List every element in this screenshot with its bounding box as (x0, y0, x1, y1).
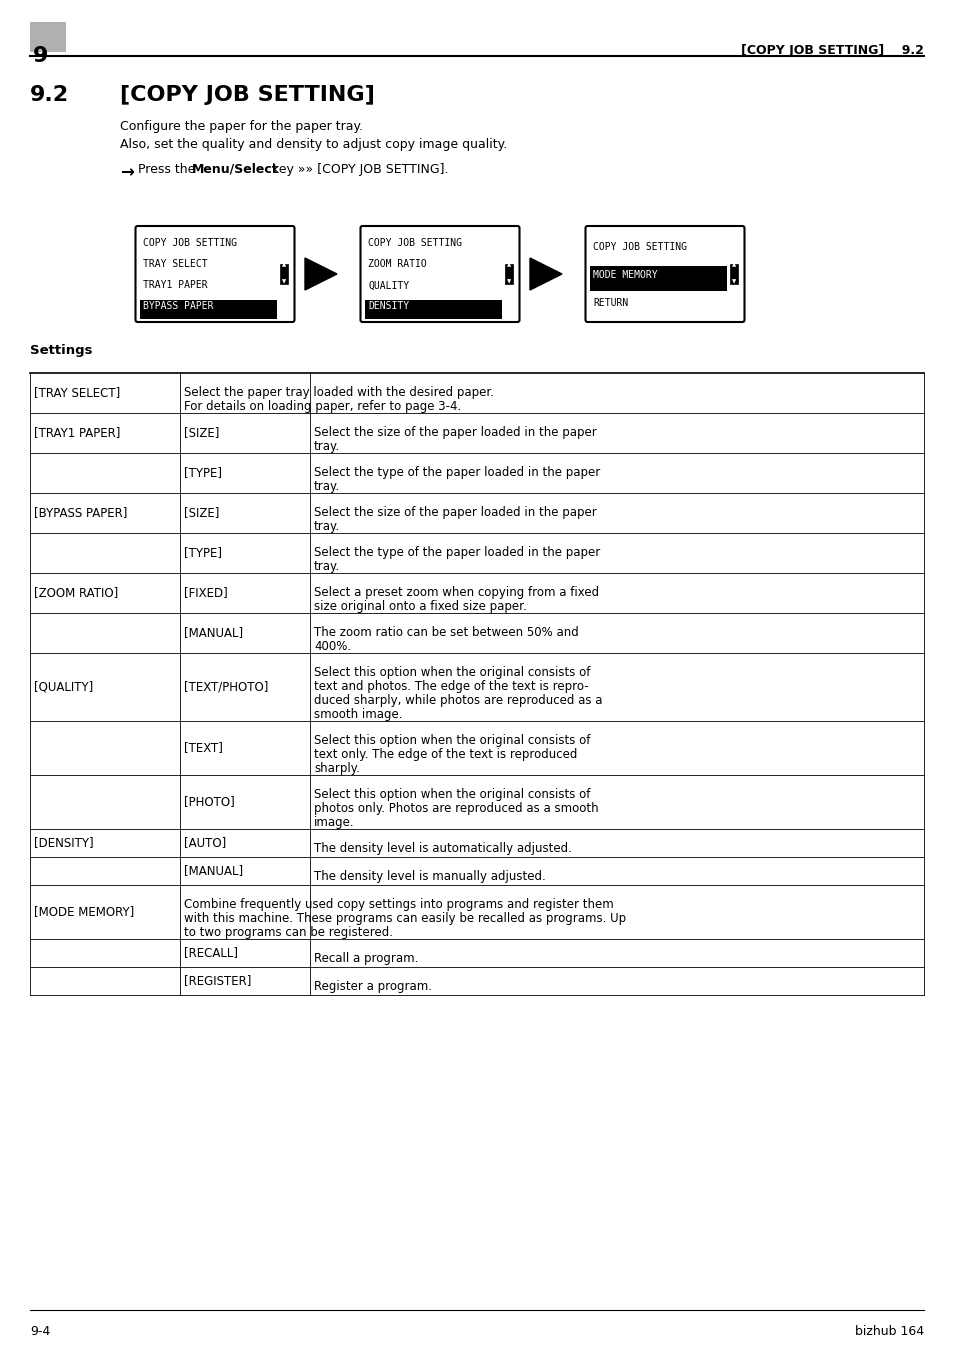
FancyBboxPatch shape (730, 265, 738, 284)
Text: Select the type of the paper loaded in the paper: Select the type of the paper loaded in t… (314, 466, 599, 479)
Text: Press the: Press the (138, 163, 199, 176)
Text: ▲: ▲ (732, 262, 736, 267)
Text: [MANUAL]: [MANUAL] (184, 864, 243, 878)
Text: Recall a program.: Recall a program. (314, 952, 418, 965)
Polygon shape (530, 258, 561, 290)
Text: COPY JOB SETTING: COPY JOB SETTING (368, 239, 462, 248)
Text: [DENSITY]: [DENSITY] (34, 837, 93, 849)
Text: 9-4: 9-4 (30, 1324, 51, 1338)
Text: ▲: ▲ (282, 262, 286, 267)
Text: [RECALL]: [RECALL] (184, 946, 237, 960)
Text: COPY JOB SETTING: COPY JOB SETTING (143, 239, 237, 248)
FancyBboxPatch shape (585, 225, 743, 323)
Text: [COPY JOB SETTING]    9.2: [COPY JOB SETTING] 9.2 (740, 45, 923, 57)
Text: ZOOM RATIO: ZOOM RATIO (368, 259, 427, 270)
FancyBboxPatch shape (30, 22, 66, 53)
Text: →: → (120, 163, 133, 181)
Text: to two programs can be registered.: to two programs can be registered. (184, 926, 393, 940)
Text: [TEXT/PHOTO]: [TEXT/PHOTO] (184, 680, 268, 694)
Text: 9: 9 (33, 46, 49, 66)
Text: sharply.: sharply. (314, 761, 359, 775)
Text: tray.: tray. (314, 520, 340, 533)
Text: Select this option when the original consists of: Select this option when the original con… (314, 788, 590, 801)
Text: size original onto a fixed size paper.: size original onto a fixed size paper. (314, 599, 526, 613)
Text: Configure the paper for the paper tray.: Configure the paper for the paper tray. (120, 120, 363, 134)
FancyBboxPatch shape (140, 300, 277, 319)
Text: [MANUAL]: [MANUAL] (184, 626, 243, 640)
Text: 9.2: 9.2 (30, 85, 69, 105)
Text: [MODE MEMORY]: [MODE MEMORY] (34, 906, 134, 918)
Text: [TYPE]: [TYPE] (184, 467, 222, 479)
Text: RETURN: RETURN (593, 297, 628, 308)
Text: DENSITY: DENSITY (368, 301, 409, 312)
Text: tray.: tray. (314, 440, 340, 454)
Text: The density level is automatically adjusted.: The density level is automatically adjus… (314, 842, 571, 855)
Text: [FIXED]: [FIXED] (184, 586, 228, 599)
Text: ▼: ▼ (732, 279, 736, 284)
Text: [AUTO]: [AUTO] (184, 837, 226, 849)
FancyBboxPatch shape (280, 265, 288, 284)
Text: [TEXT]: [TEXT] (184, 741, 223, 755)
Text: Settings: Settings (30, 344, 92, 356)
Text: [TYPE]: [TYPE] (184, 547, 222, 559)
Text: text only. The edge of the text is reproduced: text only. The edge of the text is repro… (314, 748, 577, 761)
Text: duced sharply, while photos are reproduced as a: duced sharply, while photos are reproduc… (314, 694, 602, 707)
Text: [COPY JOB SETTING]: [COPY JOB SETTING] (120, 85, 375, 105)
Text: smooth image.: smooth image. (314, 707, 402, 721)
Text: [BYPASS PAPER]: [BYPASS PAPER] (34, 506, 128, 520)
Text: QUALITY: QUALITY (368, 281, 409, 290)
Text: tray.: tray. (314, 481, 340, 493)
Text: Combine frequently used copy settings into programs and register them: Combine frequently used copy settings in… (184, 898, 613, 911)
Text: photos only. Photos are reproduced as a smooth: photos only. Photos are reproduced as a … (314, 802, 598, 815)
Text: Select the size of the paper loaded in the paper: Select the size of the paper loaded in t… (314, 506, 597, 518)
Text: ▼: ▼ (282, 279, 286, 284)
Text: BYPASS PAPER: BYPASS PAPER (143, 301, 213, 312)
Text: Select a preset zoom when copying from a fixed: Select a preset zoom when copying from a… (314, 586, 598, 599)
Text: Menu/Select: Menu/Select (192, 163, 278, 176)
Polygon shape (305, 258, 336, 290)
Text: [PHOTO]: [PHOTO] (184, 795, 234, 809)
Text: ▲: ▲ (507, 262, 511, 267)
Text: The density level is manually adjusted.: The density level is manually adjusted. (314, 869, 545, 883)
Text: [REGISTER]: [REGISTER] (184, 975, 251, 987)
Text: [SIZE]: [SIZE] (184, 506, 219, 520)
Text: key »» [COPY JOB SETTING].: key »» [COPY JOB SETTING]. (268, 163, 448, 176)
Text: Select this option when the original consists of: Select this option when the original con… (314, 666, 590, 679)
Text: [TRAY SELECT]: [TRAY SELECT] (34, 386, 120, 400)
Text: TRAY1 PAPER: TRAY1 PAPER (143, 281, 208, 290)
Text: image.: image. (314, 815, 355, 829)
Text: tray.: tray. (314, 560, 340, 572)
Text: For details on loading paper, refer to page 3-4.: For details on loading paper, refer to p… (184, 400, 460, 413)
FancyBboxPatch shape (590, 266, 727, 292)
Text: [QUALITY]: [QUALITY] (34, 680, 93, 694)
FancyBboxPatch shape (135, 225, 294, 323)
Text: [TRAY1 PAPER]: [TRAY1 PAPER] (34, 427, 120, 440)
Text: [ZOOM RATIO]: [ZOOM RATIO] (34, 586, 118, 599)
Text: Select the type of the paper loaded in the paper: Select the type of the paper loaded in t… (314, 545, 599, 559)
Text: Select the paper tray loaded with the desired paper.: Select the paper tray loaded with the de… (184, 386, 494, 400)
Text: The zoom ratio can be set between 50% and: The zoom ratio can be set between 50% an… (314, 626, 578, 639)
Text: ▼: ▼ (507, 279, 511, 284)
Text: COPY JOB SETTING: COPY JOB SETTING (593, 242, 687, 251)
FancyBboxPatch shape (360, 225, 519, 323)
Text: bizhub 164: bizhub 164 (854, 1324, 923, 1338)
Text: MODE MEMORY: MODE MEMORY (593, 270, 658, 279)
Text: Register a program.: Register a program. (314, 980, 432, 994)
FancyBboxPatch shape (365, 300, 502, 319)
Text: [SIZE]: [SIZE] (184, 427, 219, 440)
Text: with this machine. These programs can easily be recalled as programs. Up: with this machine. These programs can ea… (184, 913, 625, 925)
Text: text and photos. The edge of the text is repro-: text and photos. The edge of the text is… (314, 680, 588, 693)
Text: Select this option when the original consists of: Select this option when the original con… (314, 734, 590, 747)
Text: 400%.: 400%. (314, 640, 351, 653)
Text: Also, set the quality and density to adjust copy image quality.: Also, set the quality and density to adj… (120, 138, 507, 151)
FancyBboxPatch shape (505, 265, 513, 284)
Text: TRAY SELECT: TRAY SELECT (143, 259, 208, 270)
Text: Select the size of the paper loaded in the paper: Select the size of the paper loaded in t… (314, 427, 597, 439)
